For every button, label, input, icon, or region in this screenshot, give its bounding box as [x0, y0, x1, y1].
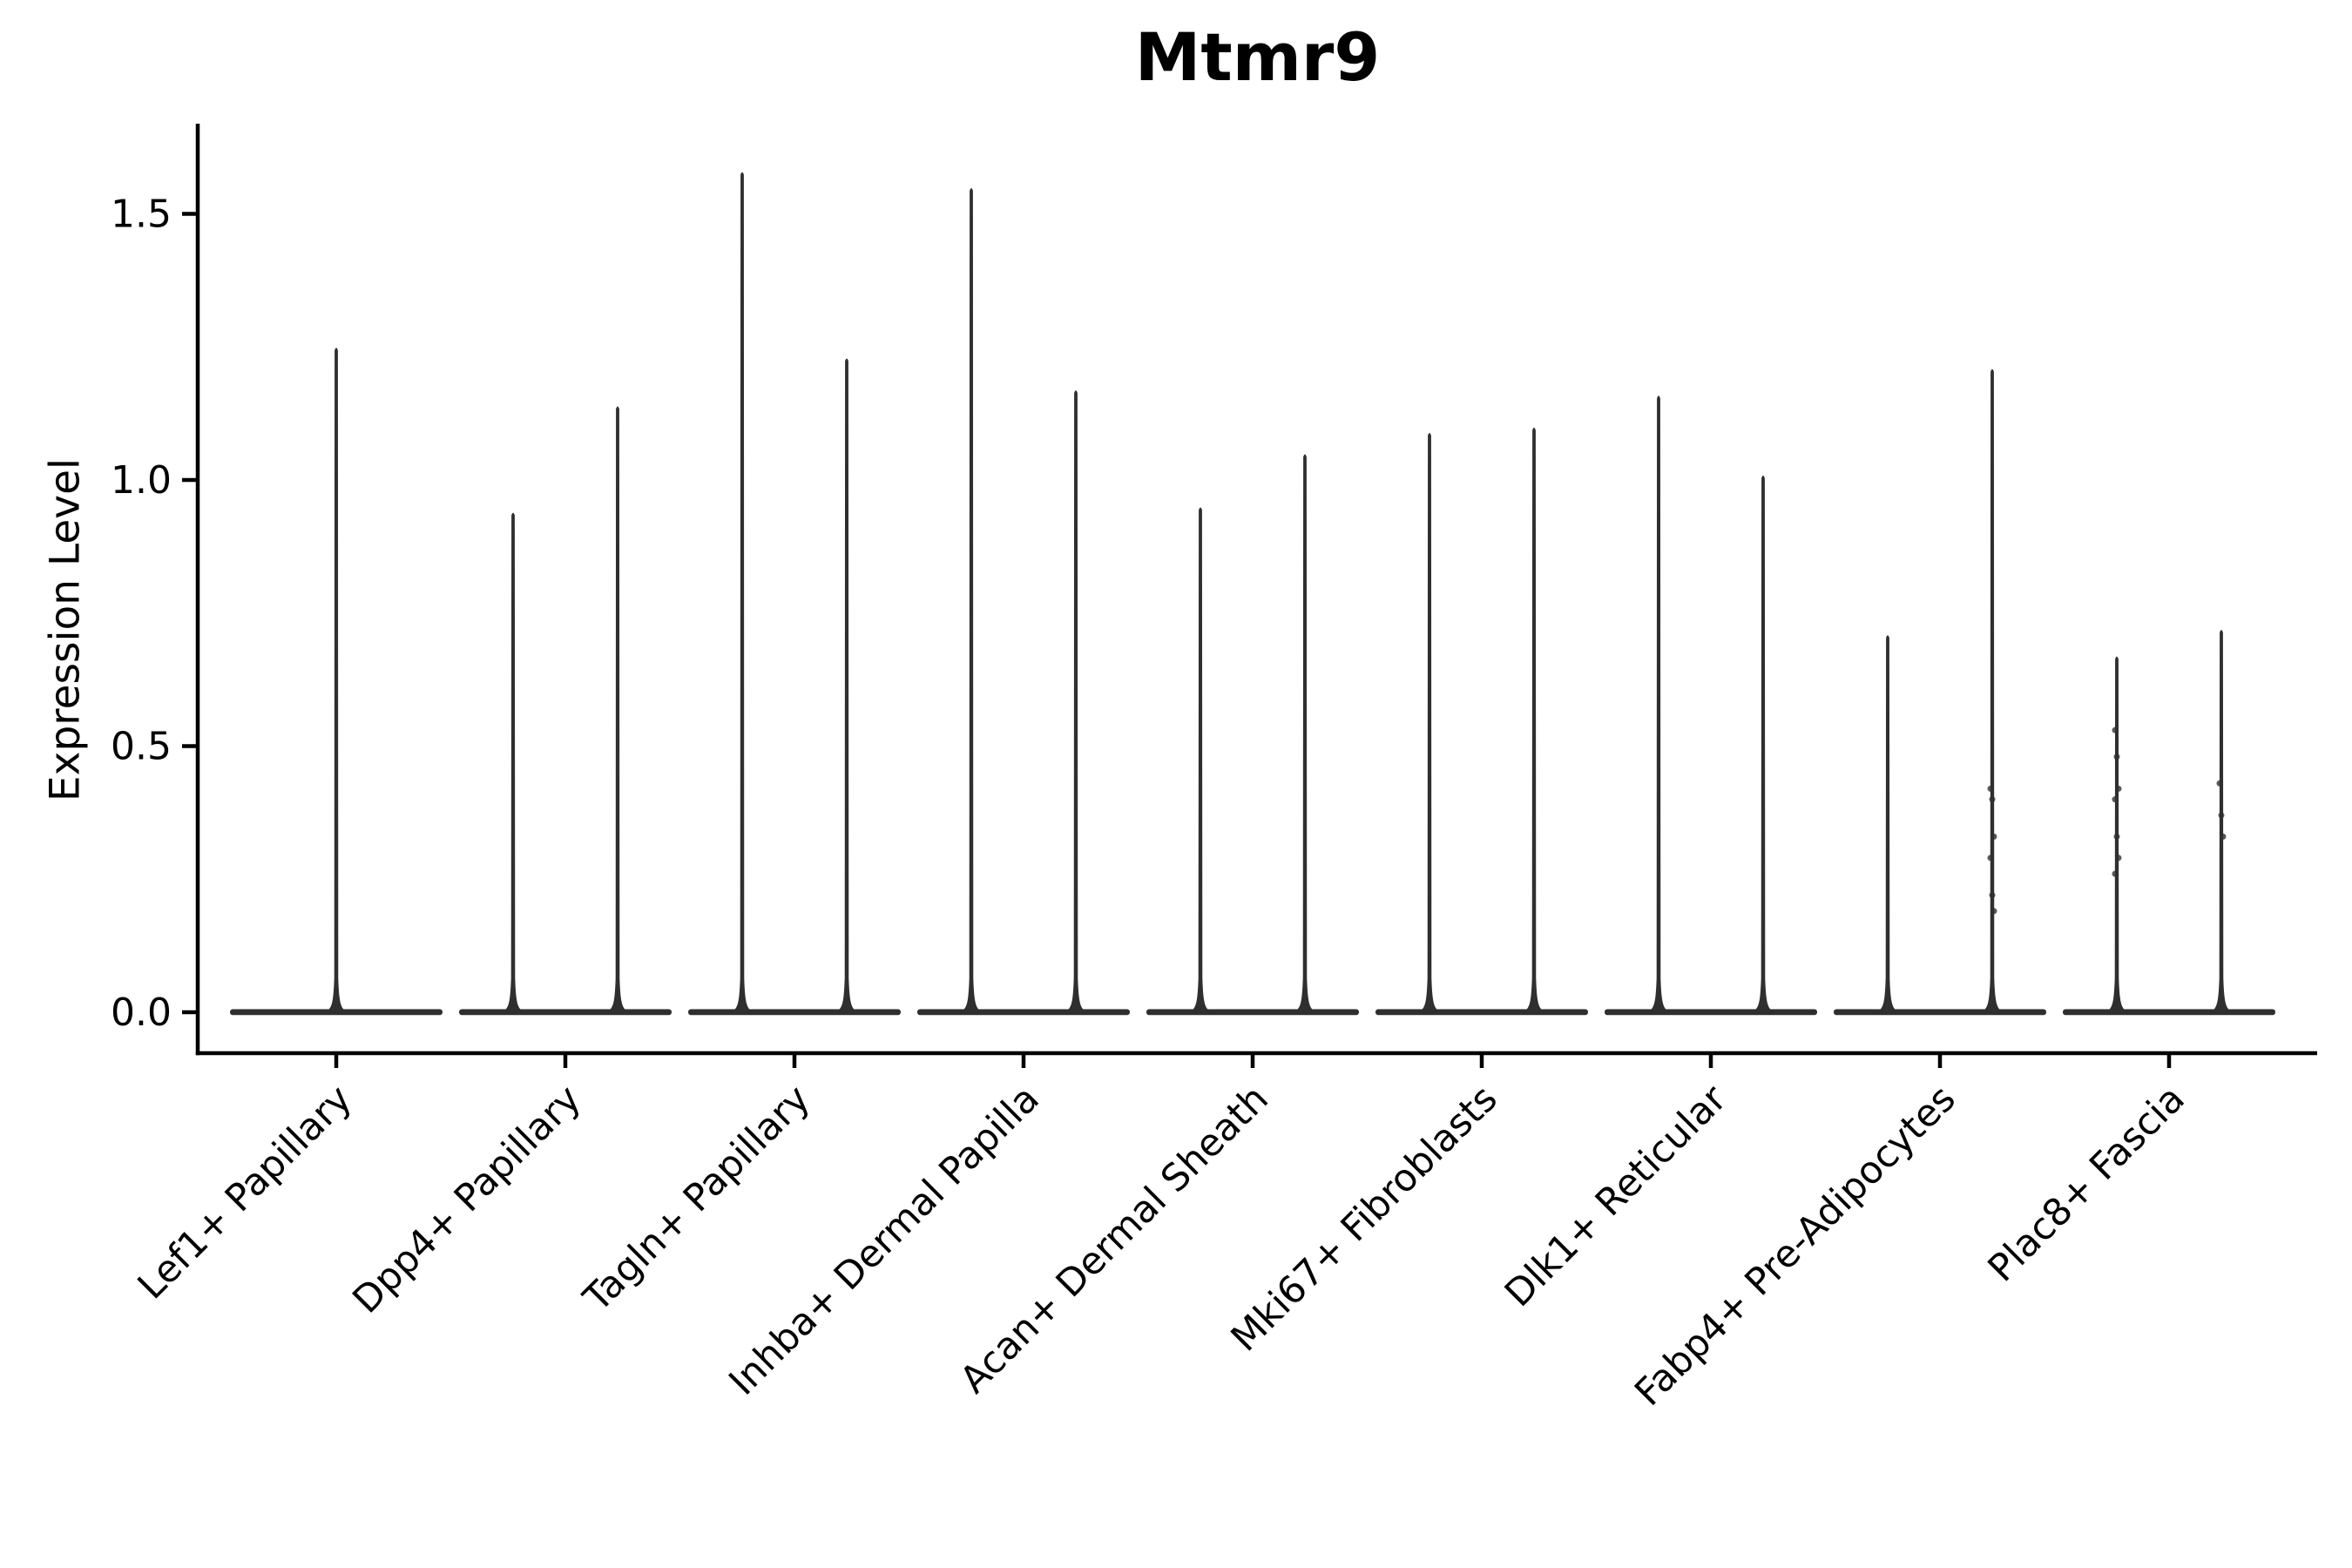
violin-spike	[503, 512, 524, 1013]
violin-spike	[1753, 475, 1774, 1013]
x-tick-label: Dlk1+ Reticular	[1497, 1077, 1735, 1315]
violin-base	[459, 1009, 672, 1016]
jitter-point	[1990, 833, 1997, 840]
violin-base	[1375, 1009, 1588, 1016]
violin-spike	[1294, 454, 1315, 1013]
jitter-point	[2216, 780, 2223, 787]
chart-title: Mtmr9	[1134, 18, 1381, 96]
violin-spike	[1877, 635, 1898, 1013]
jitter-point	[2113, 833, 2120, 840]
jitter-point	[2115, 855, 2122, 862]
jitter-point	[1990, 908, 1997, 915]
y-tick-label: 0.5	[111, 725, 172, 769]
y-tick-label: 1.5	[111, 193, 172, 237]
violin-spike	[1982, 368, 2003, 1013]
x-tick-label: Dpp4+ Papillary	[345, 1077, 590, 1321]
violin-base	[688, 1009, 901, 1016]
jitter-point	[1989, 892, 1996, 899]
y-tick-label: 1.0	[111, 458, 172, 503]
violin-spike	[1190, 507, 1211, 1013]
violin-spike	[2211, 630, 2232, 1013]
x-tick-label: Plac8+ Fascia	[1980, 1077, 2193, 1290]
violin-base	[917, 1009, 1130, 1016]
jitter-point	[1987, 855, 1994, 862]
jitter-point	[1987, 785, 1994, 792]
violin-spike	[1648, 395, 1669, 1013]
violin-base	[2063, 1009, 2275, 1016]
jitter-point	[2220, 833, 2227, 840]
jitter-point	[1989, 796, 1996, 803]
jitter-point	[2112, 727, 2119, 733]
violin-spike	[961, 187, 982, 1013]
violin-spike	[1419, 433, 1440, 1013]
violin-base	[1605, 1009, 1817, 1016]
violin-spike	[732, 172, 753, 1013]
violin-spike	[326, 348, 347, 1013]
x-tick-label: Tagln+ Papillary	[575, 1077, 819, 1321]
violin-spike	[607, 406, 628, 1014]
violin-spike	[1524, 427, 1544, 1013]
jitter-point	[2112, 870, 2119, 877]
violin-base	[1146, 1009, 1359, 1016]
jitter-point	[2112, 796, 2119, 803]
violin-base	[1834, 1009, 2046, 1016]
y-tick-label: 0.0	[111, 990, 172, 1035]
violin-spike	[1065, 390, 1086, 1013]
jitter-point	[2113, 754, 2120, 760]
x-tick-label: Lef1+ Papillary	[130, 1077, 361, 1308]
violin-spike	[836, 358, 857, 1014]
jitter-point	[2115, 785, 2122, 792]
jitter-point	[2218, 812, 2225, 819]
x-tick-label: Mki67+ Fibroblasts	[1223, 1077, 1506, 1360]
